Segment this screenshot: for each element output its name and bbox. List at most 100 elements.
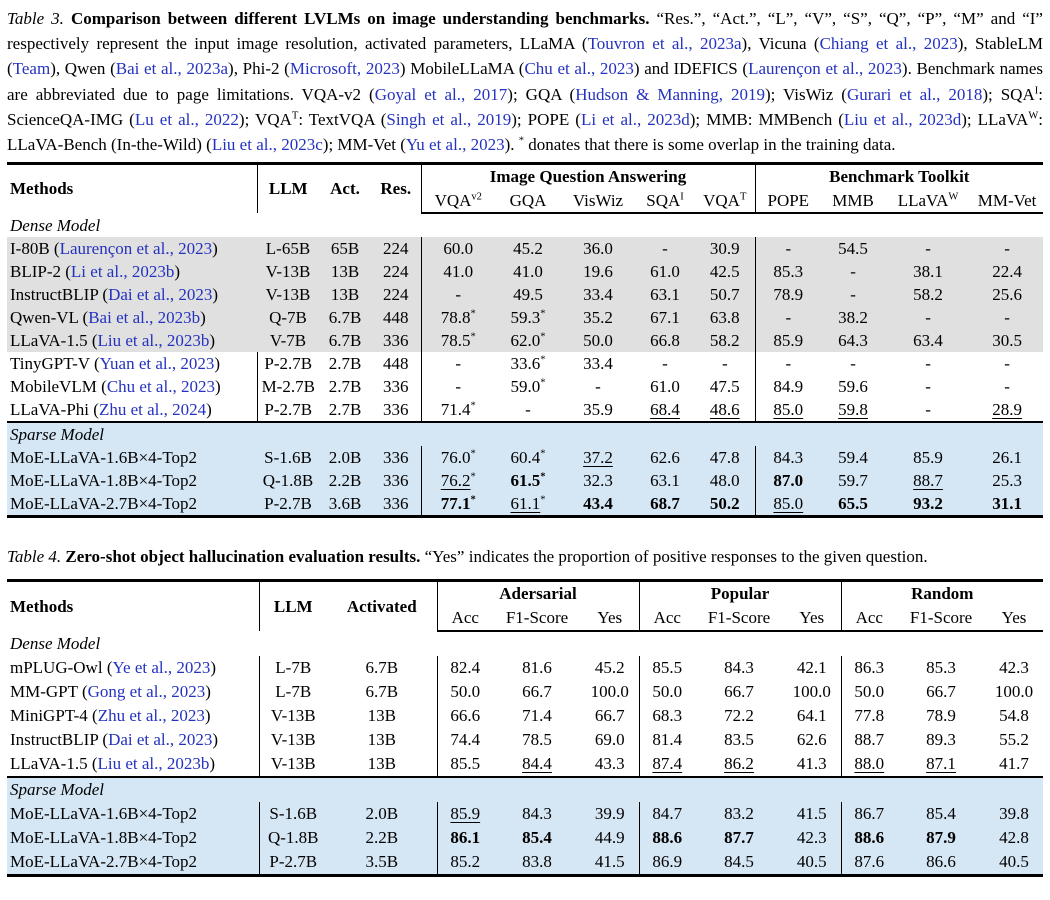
- method-name: MoE-LLaVA-2.7B×4-Top2: [10, 494, 198, 514]
- table-row: MoE-LLaVA-2.7B×4-Top2 P-2.7B 3.6B 336 77.1* 6…: [7, 492, 1044, 517]
- table3-benchmark-comparison: Methods LLM Act. Res. Image Question Answeri…: [7, 162, 1044, 519]
- citation-link[interactable]: Li et al., 2023d: [580, 109, 690, 129]
- value-cell: 62.0*: [495, 329, 561, 353]
- section-label-row: Sparse Model: [7, 776, 1044, 803]
- header-row-columns: Acc F1-Score Yes Acc F1-Score Yes Acc F1-Score Y…: [7, 606, 1044, 633]
- param-cell: 336: [371, 446, 422, 470]
- value-cell: 87.4: [639, 752, 695, 777]
- method-cell: Qwen-VL (Bai et al., 2023b): [7, 306, 257, 330]
- open-paren: (: [87, 706, 98, 726]
- citation-link[interactable]: Hudson & Manning, 2019: [575, 84, 765, 104]
- value: 54.5: [838, 239, 868, 259]
- value: 42.5: [709, 262, 740, 282]
- caption-segment: ); LLaVA: [961, 109, 1029, 129]
- value-cell: 61.0: [635, 375, 695, 398]
- citation-link[interactable]: Chu et al., 2023: [524, 59, 634, 79]
- citation-link[interactable]: Liu et al., 2023c: [211, 135, 323, 155]
- citation-link[interactable]: Goyal et al., 2017: [374, 84, 508, 104]
- value-cell: -: [885, 306, 972, 330]
- citation-link[interactable]: Dai et al., 2023: [108, 730, 213, 750]
- citation-link[interactable]: Lu et al., 2022: [134, 109, 239, 129]
- value: -: [455, 285, 462, 305]
- citation-link[interactable]: Liu et al., 2023b: [97, 754, 210, 774]
- value: 42.1: [796, 658, 827, 678]
- value: -: [925, 308, 931, 328]
- open-paren: (: [89, 354, 100, 374]
- method-name: MobileVLM: [10, 377, 97, 397]
- citation-link[interactable]: Touvron et al., 2023a: [587, 34, 742, 54]
- method-name: MoE-LLaVA-1.6B×4-Top2: [10, 448, 198, 468]
- citation-link[interactable]: Chu et al., 2023: [106, 377, 215, 397]
- value-cell: 86.6: [897, 850, 986, 876]
- column-header-label: F1-Score: [505, 608, 569, 628]
- value-cell: 85.5: [437, 752, 493, 777]
- value: 66.7: [522, 682, 552, 702]
- citation-link[interactable]: Gurari et al., 2018: [846, 84, 983, 104]
- value: 42.3: [796, 828, 827, 848]
- value-cell: 45.2: [581, 656, 640, 681]
- value: 59.7: [838, 471, 868, 491]
- value: 42.8: [999, 828, 1029, 848]
- citation-link[interactable]: Chiang et al., 2023: [819, 34, 958, 54]
- citation-link[interactable]: Laurençon et al., 2023: [748, 59, 902, 79]
- citation-link[interactable]: Bai et al., 2023b: [88, 308, 201, 328]
- method-cell: MoE-LLaVA-1.6B×4-Top2: [7, 446, 257, 470]
- caption-segment: ); SQA: [982, 84, 1035, 104]
- method-cell: LLaVA-1.5 (Liu et al., 2023b): [7, 752, 260, 778]
- table-row: InstructBLIP (Dai et al., 2023) V-13B 13B 2…: [7, 283, 1044, 307]
- citation-link[interactable]: Yu et al., 2023: [405, 135, 505, 155]
- value-cell: 48.0: [695, 469, 756, 493]
- value-cell: 58.2: [885, 283, 972, 307]
- citation-link[interactable]: Gong et al., 2023: [87, 682, 206, 702]
- group-header: Image Question Answering: [421, 163, 756, 190]
- value-cell: 84.4: [493, 752, 581, 777]
- table-row: LLaVA-1.5 (Liu et al., 2023b) V-13B 13B 85.…: [7, 752, 1043, 778]
- citation-link[interactable]: Ye et al., 2023: [112, 658, 211, 678]
- citation-link[interactable]: Dai et al., 2023: [108, 285, 213, 305]
- group-header: Adersarial: [437, 580, 640, 607]
- value: 50.0: [652, 682, 683, 702]
- close-paren: ): [214, 354, 221, 374]
- citation-link[interactable]: Yuan et al., 2023: [99, 354, 215, 374]
- method-name: LLaVA-Phi: [10, 400, 90, 420]
- param-cell: 2.2B: [319, 469, 371, 493]
- citation-link[interactable]: Bai et al., 2023a: [115, 59, 229, 79]
- param-cell: 2.0B: [319, 446, 371, 470]
- citation-link[interactable]: Microsoft, 2023: [289, 59, 400, 79]
- value-cell: 42.1: [783, 656, 842, 681]
- value: 58.2: [913, 285, 943, 305]
- caption-segment: : TextVQA (: [298, 109, 387, 129]
- value: 86.9: [652, 852, 683, 872]
- column-header: LLM: [268, 179, 308, 199]
- section-label-row: Dense Model: [7, 631, 1043, 656]
- citation-link[interactable]: Liu et al., 2023b: [97, 331, 210, 351]
- value-cell: 71.4: [493, 704, 581, 728]
- citation-link[interactable]: Zhu et al., 2024: [98, 400, 207, 420]
- citation-link[interactable]: Laurençon et al., 2023: [59, 239, 213, 259]
- value: 85.5: [652, 658, 683, 678]
- caption-segment: ) and IDEFICS (: [633, 59, 749, 79]
- value: 69.0: [594, 730, 625, 750]
- citation-link[interactable]: Liu et al., 2023d: [843, 109, 962, 129]
- value-cell: 85.9: [755, 329, 822, 353]
- value: 67.1: [650, 308, 680, 328]
- method-name: mPLUG-Owl: [10, 658, 103, 678]
- column-header: F1-Score: [695, 606, 784, 633]
- table-row: MoE-LLaVA-1.6B×4-Top2 S-1.6B 2.0B 336 76.0* 6…: [7, 446, 1044, 470]
- value-cell: 28.9: [971, 398, 1043, 422]
- citation-link[interactable]: Singh et al., 2019: [386, 109, 512, 129]
- value-cell: 85.0: [755, 492, 822, 517]
- column-header: F1-Score: [897, 606, 986, 633]
- method-name: I-80B: [10, 239, 50, 259]
- citation-link[interactable]: Zhu et al., 2023: [97, 706, 205, 726]
- value-cell: 76.2*: [421, 469, 495, 493]
- value-cell: 66.7: [897, 680, 985, 704]
- value: 64.1: [796, 706, 827, 726]
- param-cell: P-2.7B: [259, 850, 327, 876]
- citation-link[interactable]: Li et al., 2023b: [70, 262, 175, 282]
- citation-link[interactable]: Team: [12, 59, 51, 79]
- value-cell: 88.6: [841, 826, 898, 851]
- value: -: [850, 354, 856, 374]
- open-paren: (: [87, 754, 98, 774]
- param-cell: 65B: [319, 237, 371, 261]
